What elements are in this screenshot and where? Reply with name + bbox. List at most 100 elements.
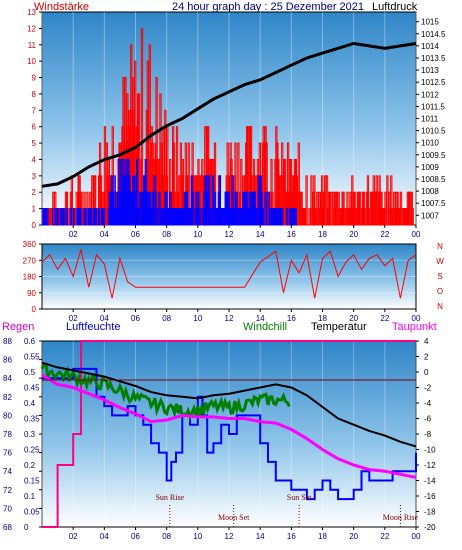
gust-bar [154,191,157,226]
x-tick-label: 06 [131,532,140,541]
wind-tick-label: 10 [27,57,36,66]
compass-letter: O [437,287,443,296]
x-tick-label: 02 [69,230,78,239]
x-tick-label: 10 [193,314,202,323]
x-tick-label: 16 [287,314,296,323]
rain-axis-ticks: 0 0.05 0.1 0.15 0.2 0.25 0.3 0.35 0.4 0.45 0.5 0.55… [24,337,40,532]
gust-bar [151,191,154,226]
wind-tick-label: 2 [32,188,37,197]
wind-bar [323,175,327,226]
compass-letter: W [436,257,444,266]
sun-set-label: Sun Set [287,493,312,502]
pressure-tick-label: 1007 [421,211,439,220]
rain-tick-label: 0.35 [24,415,40,424]
gust-bar [62,208,66,226]
gust-bar [294,208,298,226]
temperature-tick-label: -16 [424,492,436,501]
taupunkt-label: Taupunkt [392,321,437,333]
wind-bar [407,191,410,226]
direction-tick-label: 180 [23,273,37,282]
climate-x-ticks: 02 04 06 08 10 12 14 16 18 20 22 00 [69,527,421,541]
x-tick-label: 16 [287,532,296,541]
direction-tick-label: 90 [27,289,36,298]
wind-bar [67,208,71,226]
gust-bar [79,208,82,226]
x-tick-label: 04 [100,532,109,541]
gust-bar [46,208,49,226]
pressure-tick-label: 1014 [421,42,439,51]
wind-bar [376,191,379,226]
gust-bar [204,175,207,226]
wind-tick-label: 11 [28,41,37,50]
rain-line [42,340,416,528]
wind-bar [328,191,332,226]
pressure-tick-label: 1013 [421,66,439,75]
pressure-tick-label: 1013.5 [421,54,446,63]
humidity-tick-label: 84 [3,374,12,383]
rain-tick-label: 0.6 [24,337,36,346]
pressure-tick-label: 1012 [421,90,439,99]
compass-letter: N [437,302,443,311]
gust-bar [95,208,98,226]
temperature-tick-label: 4 [424,337,429,346]
compass-letter: N [437,242,443,251]
wind-tick-label: 12 [27,24,36,33]
gust-bar [97,208,101,226]
x-tick-label: 22 [380,230,389,239]
wind-x-axis-ticks: 02 04 06 08 10 12 14 16 18 20 22 00 [69,225,421,239]
gust-bar [199,208,202,226]
rain-tick-label: 0.5 [24,368,36,377]
windchill-label: Windchill [243,321,287,333]
gust-bar [113,175,116,226]
humidity-tick-label: 74 [3,467,12,476]
regen-label: Regen [2,321,34,333]
humidity-axis-ticks: 68 70 72 74 76 78 80 82 84 86 88 [3,337,42,532]
x-tick-label: 00 [412,230,421,239]
wind-bar [367,208,371,226]
gust-bar [41,208,44,226]
wind-bar [411,208,414,226]
x-tick-label: 12 [225,314,234,323]
rain-tick-label: 0.05 [24,508,40,517]
gust-bar [276,208,279,226]
x-tick-label: 14 [256,532,265,541]
x-tick-label: 18 [318,230,327,239]
wind-tick-label: 6 [32,123,37,132]
pressure-tick-label: 1011.5 [421,102,445,111]
x-tick-label: 08 [162,314,171,323]
pressure-line [41,41,417,188]
rain-tick-label: 0.45 [24,384,40,393]
pressure-tick-label: 1012.5 [421,78,446,87]
x-tick-label: 18 [318,532,327,541]
gust-bar [57,208,60,226]
x-tick-label: 06 [131,314,140,323]
temperature-tick-label: -6 [424,415,432,424]
wind-direction-ticks: 0 90 180 270 360 [23,240,42,314]
pressure-axis-ticks: 1007 1007.5 1008 1008.5 1009 1009.5 1010 1010.5… [416,18,446,220]
luftdruck-label: Luftdruck [372,1,418,13]
x-tick-label: 04 [100,314,109,323]
temperatur-label: Temperatur [311,321,367,333]
x-tick-label: 20 [349,230,358,239]
temperature-axis-ticks: 4 2 0 -2 -4 -6 -8 -10 -12 -14 -16 -18 -20 [416,337,436,532]
rain-tick-label: 0.3 [24,430,36,439]
x-tick-label: 12 [225,230,234,239]
x-tick-label: 20 [349,314,358,323]
wind-tick-label: 9 [32,74,37,83]
gust-bar [269,208,272,226]
gust-bar [254,208,258,226]
gust-bar [285,208,289,226]
wind-bar [330,191,334,226]
pressure-tick-label: 1009 [421,163,439,172]
gust-bar [52,208,55,226]
humidity-tick-label: 88 [3,337,12,346]
gust-bar [211,175,215,226]
gust-bar [261,208,264,226]
wind-bar [384,191,387,226]
humidity-tick-label: 78 [3,430,12,439]
pressure-tick-label: 1011 [421,115,439,124]
humidity-tick-label: 80 [3,411,12,420]
humidity-tick-label: 82 [3,393,12,402]
